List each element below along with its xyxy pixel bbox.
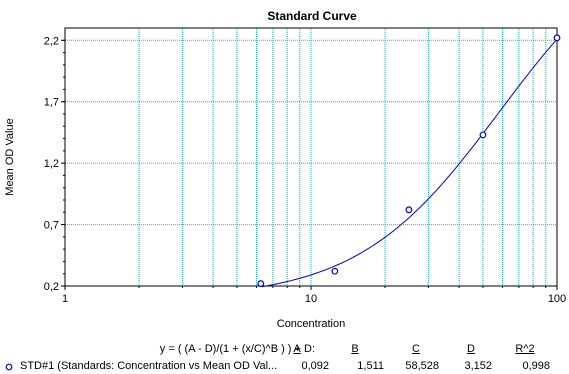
data-point (553, 34, 561, 42)
legend-value-a: 0,092 (301, 360, 329, 372)
y-tick-label: 0,2 (44, 281, 59, 293)
data-point (331, 267, 339, 275)
legend-header: y = ( (A - D)/(1 + (x/C)^B ) ) + D: A B … (0, 343, 569, 357)
y-tick-label: 1,2 (44, 158, 59, 170)
y-tick-label: 2,2 (44, 35, 59, 47)
legend-header-b: B (351, 343, 359, 355)
fit-curve (261, 38, 558, 288)
legend-value-b: 1,511 (357, 360, 384, 372)
legend-marker-icon (5, 363, 13, 371)
x-axis-label: Concentration (277, 318, 346, 330)
legend-value-r2: 0,998 (522, 360, 550, 372)
legend-header-a: A (293, 343, 301, 355)
x-tick-label: 100 (548, 293, 566, 305)
y-tick-label: 1,7 (44, 97, 59, 109)
legend-header-r2: R^2 (515, 343, 535, 355)
legend-row-std1: STD#1 (Standards: Concentration vs Mean … (0, 360, 569, 374)
data-point (479, 131, 487, 139)
legend-header-c: C (412, 343, 420, 355)
y-axis-label: Mean OD Value (4, 118, 16, 195)
y-tick-label: 0,7 (44, 220, 59, 232)
legend-equation: y = ( (A - D)/(1 + (x/C)^B ) ) + D: (159, 343, 315, 355)
chart-title: Standard Curve (267, 9, 357, 23)
fit-curve-line (261, 38, 558, 288)
legend-value-c: 58,528 (405, 360, 439, 372)
data-points (257, 34, 561, 287)
axis-ticks: 1 10 100 0,2 0,7 1,2 1,7 2,2 (44, 35, 566, 305)
legend-header-d: D (467, 343, 475, 355)
x-tick-label: 10 (305, 293, 317, 305)
legend-value-d: 3,152 (464, 360, 492, 372)
data-point (405, 206, 413, 214)
data-point (257, 280, 265, 287)
grid (65, 28, 557, 286)
x-tick-label: 1 (62, 293, 68, 305)
legend-series-label: STD#1 (Standards: Concentration vs Mean … (20, 360, 278, 372)
